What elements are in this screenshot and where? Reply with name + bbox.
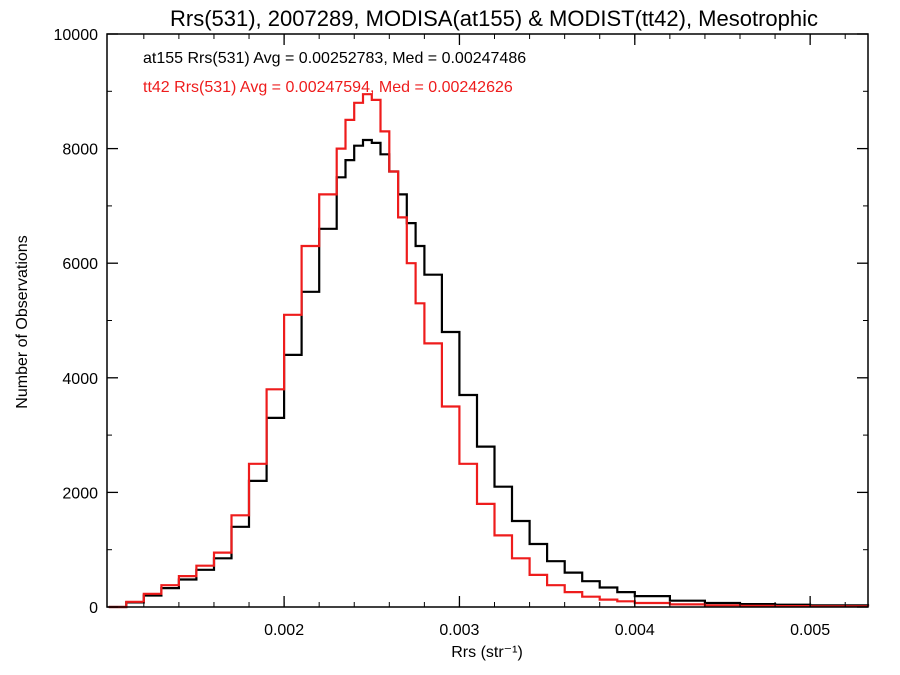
y-axis-label: Number of Observations — [14, 235, 31, 408]
plot-area: 0.002 0.003 0.004 0.005 0 2000 4000 6000 8000 100… — [54, 27, 870, 639]
x-tick-label: 0.005 — [790, 622, 830, 639]
series-0-line — [108, 138, 870, 609]
x-axis-label: Rrs (str⁻¹) — [451, 644, 523, 661]
plot-frame — [106, 33, 869, 608]
annotation-tt42: tt42 Rrs(531) Avg = 0.00247594, Med = 0.… — [143, 79, 513, 96]
annotation-at155: at155 Rrs(531) Avg = 0.00252783, Med = 0… — [143, 50, 526, 67]
y-tick-label: 10000 — [54, 27, 99, 44]
x-tick-label: 0.002 — [264, 622, 304, 639]
x-tick-label: 0.004 — [615, 622, 655, 639]
x-tick-label: 0.003 — [439, 622, 479, 639]
y-tick-label: 8000 — [62, 142, 98, 159]
y-tick-label: 0 — [89, 600, 98, 617]
chart-title: Rrs(531), 2007289, MODISA(at155) & MODIS… — [170, 6, 818, 31]
y-tick-label: 2000 — [62, 485, 98, 502]
y-tick-label: 6000 — [62, 256, 98, 273]
series-1-line — [108, 93, 870, 609]
y-tick-label: 4000 — [62, 371, 98, 388]
